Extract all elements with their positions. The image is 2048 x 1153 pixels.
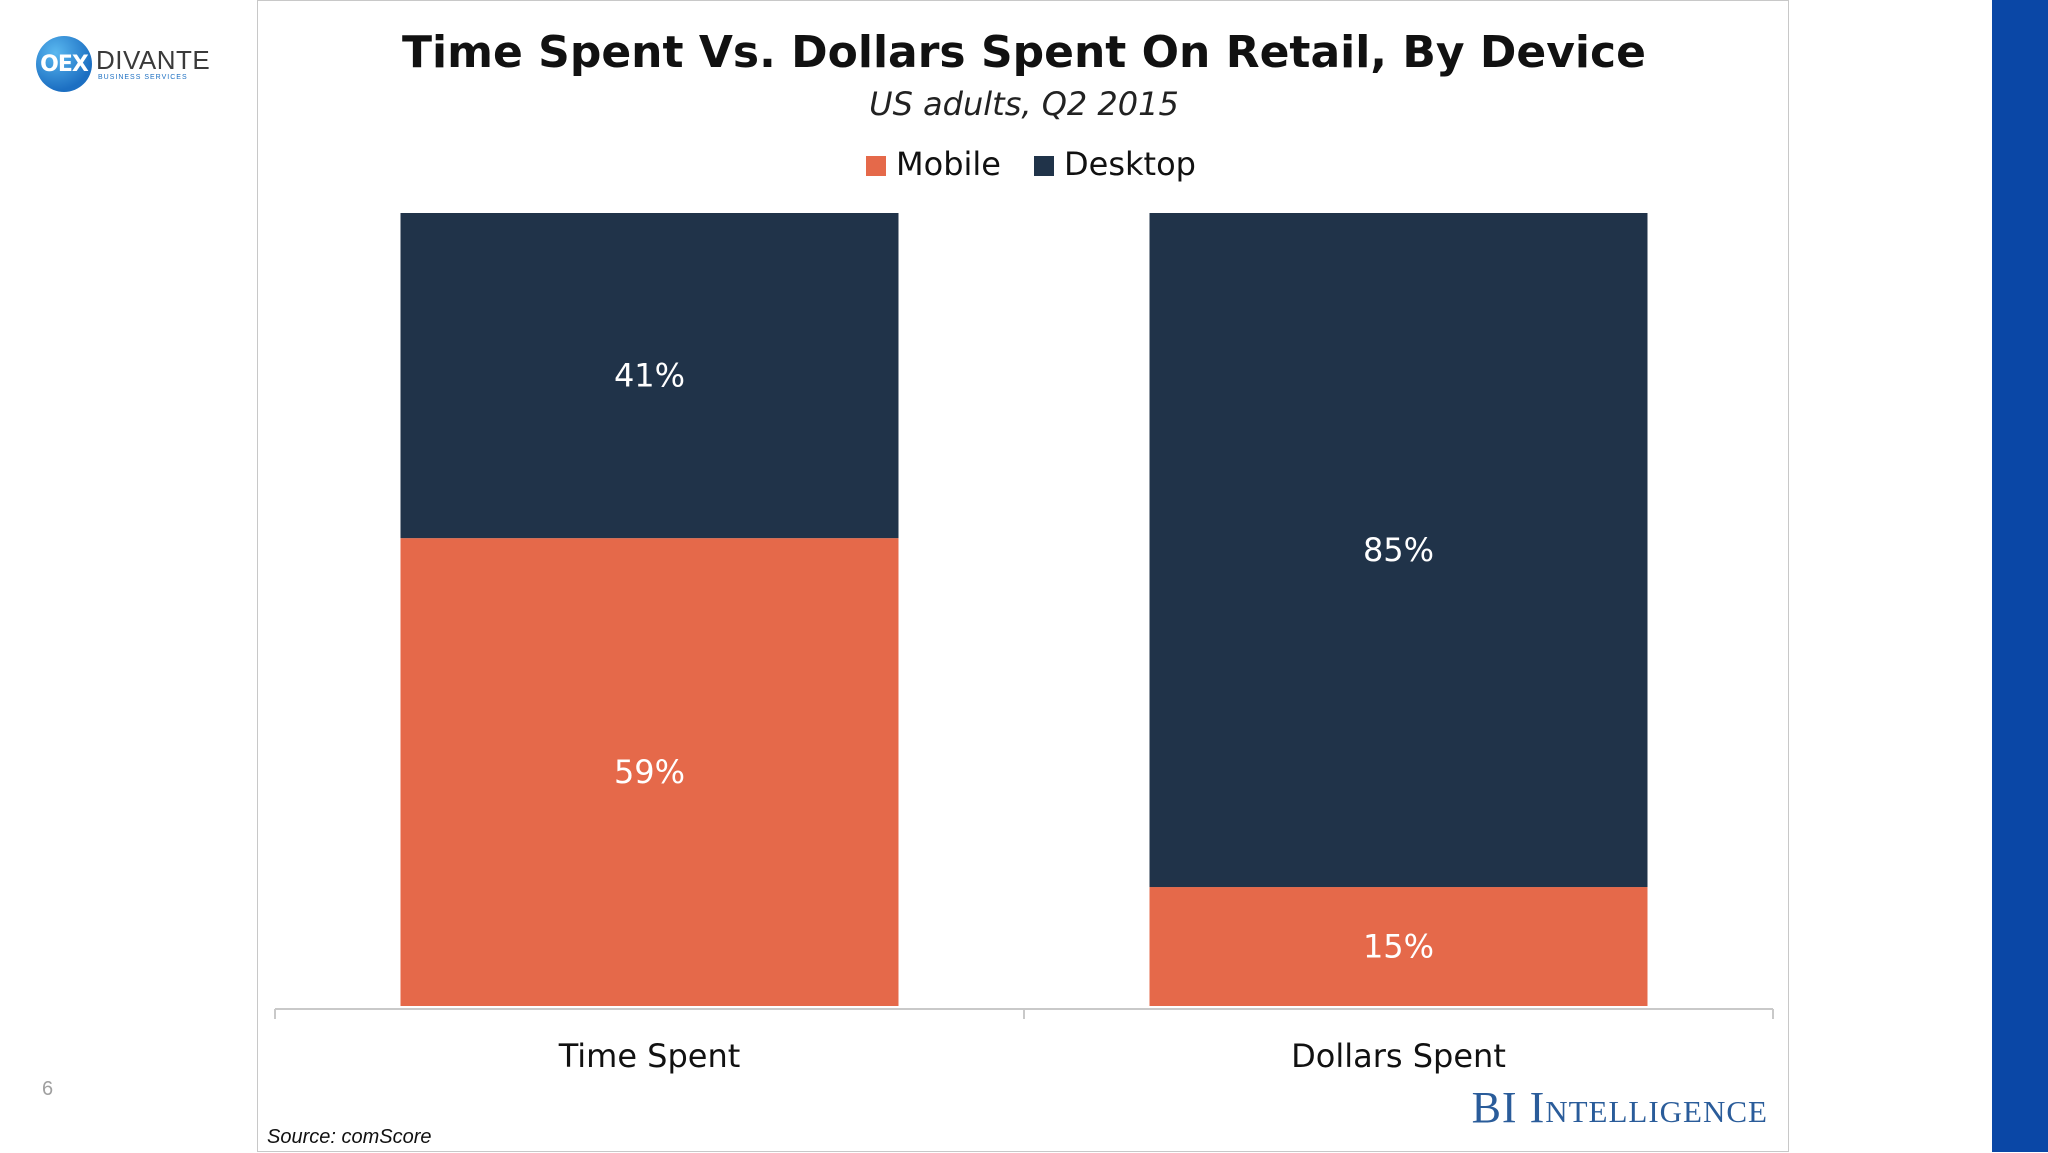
bi-intelligence-brand: BI Intelligence	[1471, 1083, 1768, 1132]
chart-frame: Time Spent Vs. Dollars Spent On Retail, …	[257, 0, 1789, 1152]
page-number: 6	[42, 1078, 54, 1100]
logo-mark: OEX	[36, 36, 92, 92]
bar-time-spent-desktop	[400, 213, 899, 539]
logo-name: DIVANTE	[96, 45, 211, 75]
bar-time-spent-mobile	[400, 538, 899, 1006]
x-tick-label-time-spent: Time Spent	[558, 1037, 741, 1075]
chart-title: Time Spent Vs. Dollars Spent On Retail, …	[402, 27, 1646, 78]
data-label-dollars-spent-mobile: 15%	[1363, 928, 1434, 966]
chart-subtitle: US adults, Q2 2015	[869, 85, 1179, 123]
chart-source: Source: comScore	[267, 1126, 432, 1148]
logo-text: DIVANTE BUSINESS SERVICES	[96, 46, 210, 82]
bar-dollars-spent-desktop	[1149, 213, 1648, 888]
right-accent-band	[1992, 0, 2048, 1152]
data-label-dollars-spent-desktop: 85%	[1363, 531, 1434, 569]
legend-swatch-mobile	[866, 156, 886, 176]
legend-swatch-desktop	[1034, 156, 1054, 176]
divante-logo: OEX DIVANTE BUSINESS SERVICES	[36, 36, 210, 92]
x-tick-label-dollars-spent: Dollars Spent	[1291, 1037, 1506, 1075]
legend-label-desktop: Desktop	[1064, 145, 1196, 183]
legend-label-mobile: Mobile	[896, 145, 1001, 183]
data-label-time-spent-mobile: 59%	[614, 753, 685, 791]
data-label-time-spent-desktop: 41%	[614, 357, 685, 395]
logo-tagline: BUSINESS SERVICES	[98, 74, 188, 81]
bar-dollars-spent-mobile	[1149, 887, 1648, 1006]
stacked-bar-chart: Time Spent Vs. Dollars Spent On Retail, …	[274, 27, 1774, 1075]
